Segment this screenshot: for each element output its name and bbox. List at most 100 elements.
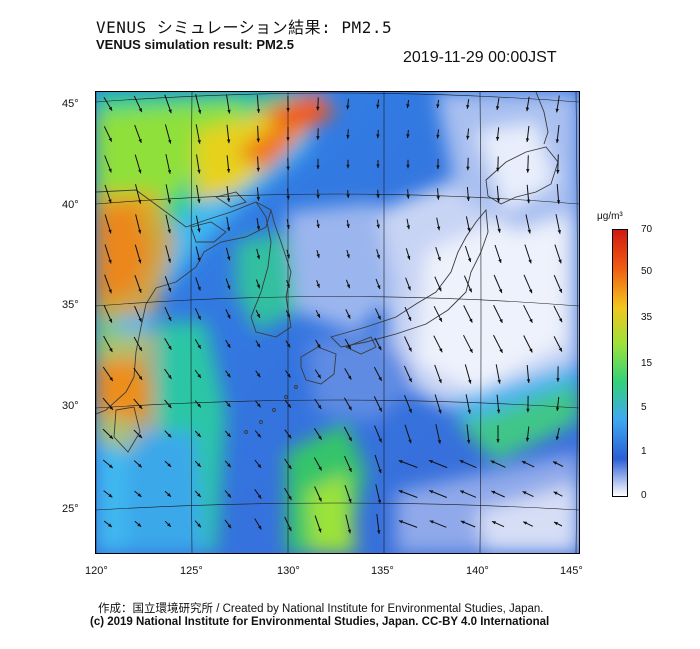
title-japanese: VENUS シミュレーション結果: PM2.5 [96, 18, 393, 37]
wind-arrow-head [257, 464, 262, 468]
wind-arrow-head [491, 490, 496, 495]
wind-arrow-head [138, 288, 142, 293]
colorbar-unit: μg/m³ [597, 211, 623, 222]
wind-arrow-head [469, 318, 473, 323]
wind-arrow-head [167, 463, 172, 467]
pm25-map [95, 91, 580, 554]
wind-arrow-head [438, 409, 442, 414]
wind-arrow-head [286, 343, 291, 348]
wind-arrow-head [227, 524, 232, 529]
lat-label-40: 40° [62, 199, 79, 211]
wind-arrow-head [558, 347, 562, 352]
wind-arrow-head [227, 285, 231, 290]
wind-arrow-head [168, 316, 172, 321]
wind-arrow-head [407, 255, 411, 260]
wind-arrow-head [108, 259, 112, 264]
wind-arrow-head [468, 288, 472, 293]
wind-arrow-head [408, 316, 412, 321]
lon-label-135: 135° [371, 565, 394, 577]
wind-arrow-head [227, 109, 231, 114]
wind-arrow-head [406, 164, 410, 169]
wind-arrow-head [438, 317, 442, 322]
wind-arrow-head [256, 138, 260, 143]
wind-arrow-head [467, 227, 471, 232]
wind-arrow-head [108, 523, 112, 527]
wind-arrow-head [407, 286, 411, 291]
wind-arrow-head [497, 379, 501, 384]
colorbar-tick-50: 50 [641, 266, 653, 277]
wind-arrow-head [108, 318, 112, 323]
colorbar-tick-1: 1 [641, 446, 647, 457]
wind-arrow-head [347, 529, 352, 534]
wind-arrow-head [526, 379, 531, 383]
wind-arrow-head [137, 523, 142, 527]
wind-arrow-head [522, 491, 527, 495]
colorbar-tick-15: 15 [641, 358, 653, 369]
wind-arrow-head [459, 460, 464, 464]
wind-arrow-head [555, 436, 560, 441]
wind-arrow-head [346, 105, 350, 110]
wind-arrow-head [197, 523, 201, 528]
wind-arrow-head [197, 493, 201, 497]
copyright-line: (c) 2019 National Institute for Environm… [90, 616, 550, 628]
wind-arrow-head [256, 226, 261, 230]
wind-arrow-head [257, 433, 261, 438]
wind-arrow-head [496, 439, 500, 443]
wind-arrow-head [318, 497, 322, 502]
wind-arrow-head [226, 373, 231, 378]
wind-arrow-head [256, 196, 260, 201]
wind-arrow-head [469, 348, 473, 353]
colorbar-tick-35: 35 [641, 312, 653, 323]
wind-arrow-head [108, 137, 112, 142]
wind-arrow-head [377, 499, 382, 504]
wind-arrow-head [436, 104, 440, 109]
wind-arrow-head [257, 403, 261, 408]
wind-arrow-head [226, 403, 231, 408]
wind-arrow-head [256, 284, 260, 289]
wind-arrow-head [108, 289, 112, 294]
wind-arrow-head [197, 403, 201, 408]
wind-arrow-head [529, 348, 533, 353]
colorbar-tick-70: 70 [641, 224, 653, 235]
wind-arrow-head [348, 437, 352, 442]
wind-arrow-head [138, 318, 142, 322]
wind-arrow-head [167, 169, 172, 174]
wind-arrow-head [318, 466, 322, 471]
wind-arrow-head [408, 347, 412, 352]
lon-label-120: 120° [85, 565, 108, 577]
wind-arrow-head [553, 461, 557, 465]
wind-arrow-head [316, 194, 320, 199]
wind-arrow-head [288, 465, 292, 470]
wind-arrow-head [256, 109, 261, 113]
title-english: VENUS simulation result: PM2.5 [96, 37, 294, 52]
wind-arrow-head [167, 433, 172, 438]
wind-arrow-head [378, 407, 382, 412]
wind-arrow-head [377, 315, 381, 320]
wind-arrow-head [138, 347, 142, 351]
wind-arrow-head [460, 520, 465, 524]
wind-arrow-head [378, 376, 382, 381]
wind-arrow-head [378, 469, 382, 474]
wind-arrow-head [108, 229, 112, 234]
wind-arrow-head [226, 139, 231, 144]
wind-arrow-head [168, 374, 172, 379]
wind-arrow-head [526, 169, 530, 173]
wind-arrow-head [466, 105, 470, 109]
wind-arrow-head [286, 225, 290, 229]
wind-arrow-head [316, 313, 320, 318]
wind-arrow-head [109, 435, 113, 439]
wind-arrow-head [316, 136, 320, 140]
wind-arrow-head [346, 224, 350, 228]
wind-arrow-head [197, 169, 201, 174]
wind-arrow-head [376, 164, 380, 168]
wind-arrow-head [138, 138, 142, 143]
wind-arrow-head [406, 194, 410, 199]
wind-arrow-head [495, 136, 500, 141]
wind-arrow-head [497, 228, 501, 233]
wind-arrow-head [348, 498, 352, 503]
wind-arrow-head [108, 168, 112, 173]
wind-arrow-head [529, 318, 533, 323]
wind-arrow-head [138, 463, 142, 468]
wind-arrows [102, 94, 564, 534]
wind-arrow-head [437, 439, 441, 444]
